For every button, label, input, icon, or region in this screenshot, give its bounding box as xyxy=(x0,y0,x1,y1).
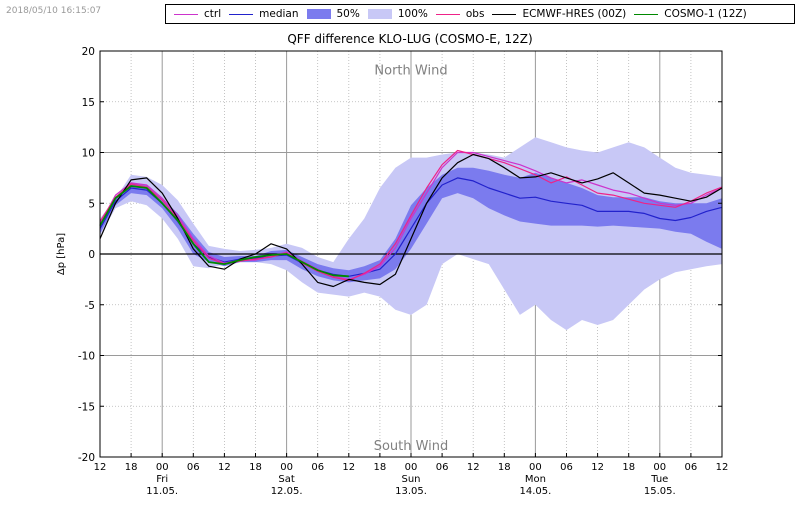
x-date-label: 11.05. xyxy=(146,486,178,497)
legend-item: median xyxy=(229,8,299,20)
legend-swatch-line xyxy=(229,13,254,15)
series-layer xyxy=(99,149,723,288)
y-tick-label: -20 xyxy=(78,452,95,464)
x-tick-label: 12 xyxy=(716,462,729,473)
series-line-obs xyxy=(99,149,723,281)
x-tick-label: 18 xyxy=(622,462,635,473)
y-tick-label: 20 xyxy=(82,46,95,58)
x-tick-label: 06 xyxy=(436,462,449,473)
x-tick-label: 00 xyxy=(405,462,418,473)
x-date-label: 13.05. xyxy=(395,486,427,497)
x-day-label: Sun xyxy=(401,474,420,485)
x-tick-label: 18 xyxy=(498,462,511,473)
legend-swatch-box xyxy=(306,9,331,19)
y-tick-label: 15 xyxy=(82,97,95,109)
y-tick-label: -5 xyxy=(85,300,95,312)
x-tick-label: 12 xyxy=(218,462,231,473)
x-day-label: Fri xyxy=(156,474,168,485)
band-50-percent xyxy=(100,167,722,283)
x-day-label: Sat xyxy=(278,474,294,485)
legend: ctrl median 50% 100% obs ECMWF-HRES (00Z) COSM… xyxy=(165,4,795,24)
x-tick-label: 12 xyxy=(591,462,604,473)
annotation-label: North Wind xyxy=(374,63,447,78)
x-tick-label: 06 xyxy=(685,462,698,473)
legend-item: ECMWF-HRES (00Z) xyxy=(492,8,626,20)
x-tick-label: 06 xyxy=(311,462,324,473)
legend-label: ctrl xyxy=(204,8,222,20)
legend-swatch-box xyxy=(367,9,392,19)
y-tick-label: -10 xyxy=(78,351,95,363)
x-tick-label: 18 xyxy=(125,462,138,473)
x-day-label: Tue xyxy=(650,474,668,485)
x-tick-label: 06 xyxy=(187,462,200,473)
legend-swatch-line xyxy=(492,13,517,15)
axis-layer: -20 -15 -10 -5 0 5 10 15 20 12 18 00 06 12 18 00 06 12 18 0… xyxy=(78,46,729,497)
x-tick-label: 18 xyxy=(249,462,262,473)
band-50-layer xyxy=(100,167,722,283)
legend-item: ctrl xyxy=(174,8,221,20)
series-line-ctrl xyxy=(99,151,723,280)
x-tick-label: 18 xyxy=(374,462,387,473)
legend-swatch-line xyxy=(174,13,198,15)
legend-label: 50% xyxy=(336,8,360,20)
timestamp: 2018/05/10 16:15:07 xyxy=(6,6,102,16)
legend-label: ECMWF-HRES (00Z) xyxy=(522,8,627,20)
legend-label: 100% xyxy=(397,8,428,20)
x-tick-label: 12 xyxy=(342,462,355,473)
x-date-label: 15.05. xyxy=(644,486,676,497)
legend-item: 100% xyxy=(367,8,428,20)
x-tick-label: 12 xyxy=(467,462,480,473)
legend-label: COSMO-1 (12Z) xyxy=(664,8,747,20)
legend-label: median xyxy=(259,8,299,20)
y-tick-label: 10 xyxy=(82,148,95,160)
y-tick-label: 5 xyxy=(88,198,95,210)
x-tick-label: 00 xyxy=(280,462,293,473)
annotation-layer: North Wind South Wind xyxy=(374,63,449,454)
x-tick-label: 12 xyxy=(94,462,107,473)
series-line-ecmwf-hres-00z xyxy=(99,153,723,288)
annotation-label: South Wind xyxy=(374,439,449,454)
y-tick-label: -15 xyxy=(78,401,95,413)
chart-title: QFF difference KLO-LUG (COSMO-E, 12Z) xyxy=(287,32,532,46)
legend-item: obs xyxy=(435,8,485,20)
x-date-label: 14.05. xyxy=(519,486,551,497)
legend-label: obs xyxy=(465,8,485,20)
x-tick-label: 00 xyxy=(156,462,169,473)
legend-item: COSMO-1 (12Z) xyxy=(634,8,747,20)
legend-swatch-line xyxy=(435,13,460,15)
x-tick-label: 00 xyxy=(529,462,542,473)
legend-item: 50% xyxy=(306,8,360,20)
x-day-label: Mon xyxy=(525,474,546,485)
x-tick-label: 06 xyxy=(560,462,573,473)
x-tick-label: 00 xyxy=(653,462,666,473)
y-axis-label: Δp [hPa] xyxy=(56,233,67,275)
series-line-cosmo-1-12z xyxy=(99,185,349,278)
x-date-label: 12.05. xyxy=(271,486,303,497)
y-tick-label: 0 xyxy=(88,249,95,261)
legend-swatch-line xyxy=(634,13,659,15)
